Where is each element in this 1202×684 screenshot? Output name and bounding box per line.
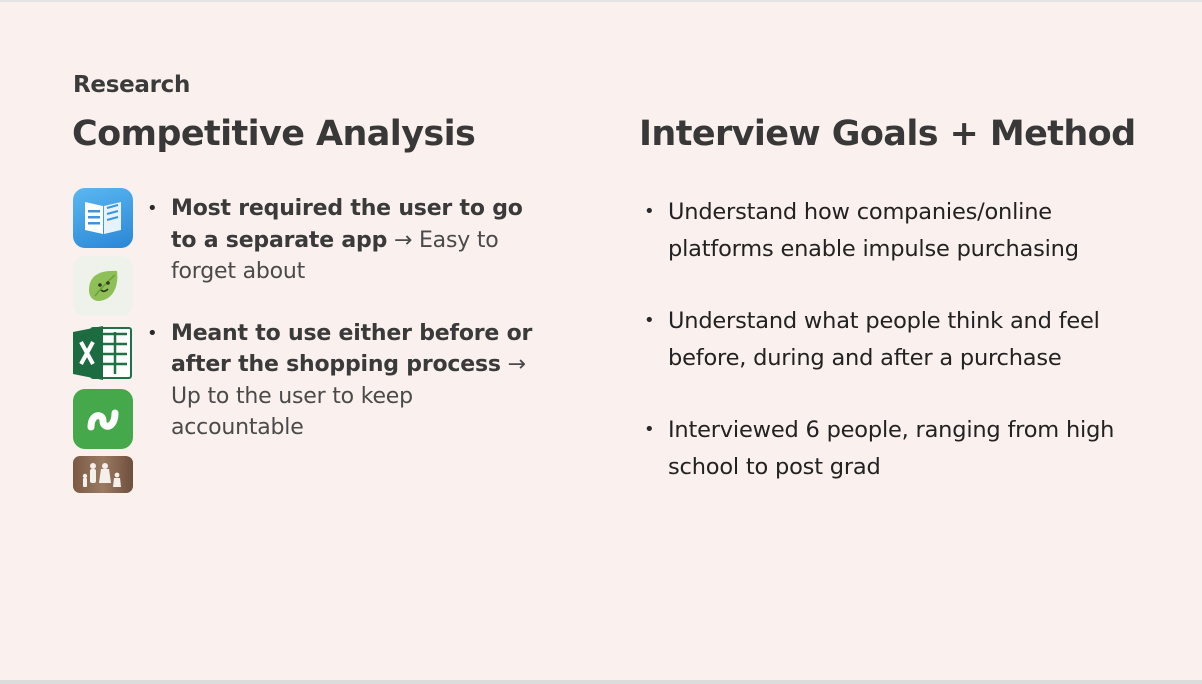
family-photo-icon <box>73 456 133 493</box>
list-item: Understand what people think and feel be… <box>644 303 1164 376</box>
list-item: Meant to use either before or after the … <box>147 318 537 444</box>
list-item: Interviewed 6 people, ranging from high … <box>644 412 1164 485</box>
bullet-bold-text: Meant to use either before or after the … <box>171 320 533 378</box>
bullet-bold-text: Most required the user to go to a separa… <box>171 196 523 253</box>
excel-icon <box>73 324 133 382</box>
section-eyebrow: Research <box>73 72 191 98</box>
competitive-analysis-heading: Competitive Analysis <box>72 114 476 154</box>
bullet-text: → Easy to forget about <box>171 227 499 285</box>
bullet-text: → Up to the user to keep accountable <box>171 352 526 440</box>
bottom-divider <box>0 680 1202 684</box>
interview-goals-heading: Interview Goals + Method <box>639 114 1136 154</box>
interview-goals-list: Understand how companies/online platform… <box>644 194 1164 521</box>
stash-app-icon <box>73 389 133 449</box>
notes-app-icon <box>73 188 133 248</box>
list-item: Understand how companies/online platform… <box>644 194 1164 267</box>
list-item: Most required the user to go to a separa… <box>147 193 537 288</box>
competitive-analysis-list: Most required the user to go to a separa… <box>147 193 537 474</box>
leaf-mascot-app-icon <box>73 256 133 316</box>
